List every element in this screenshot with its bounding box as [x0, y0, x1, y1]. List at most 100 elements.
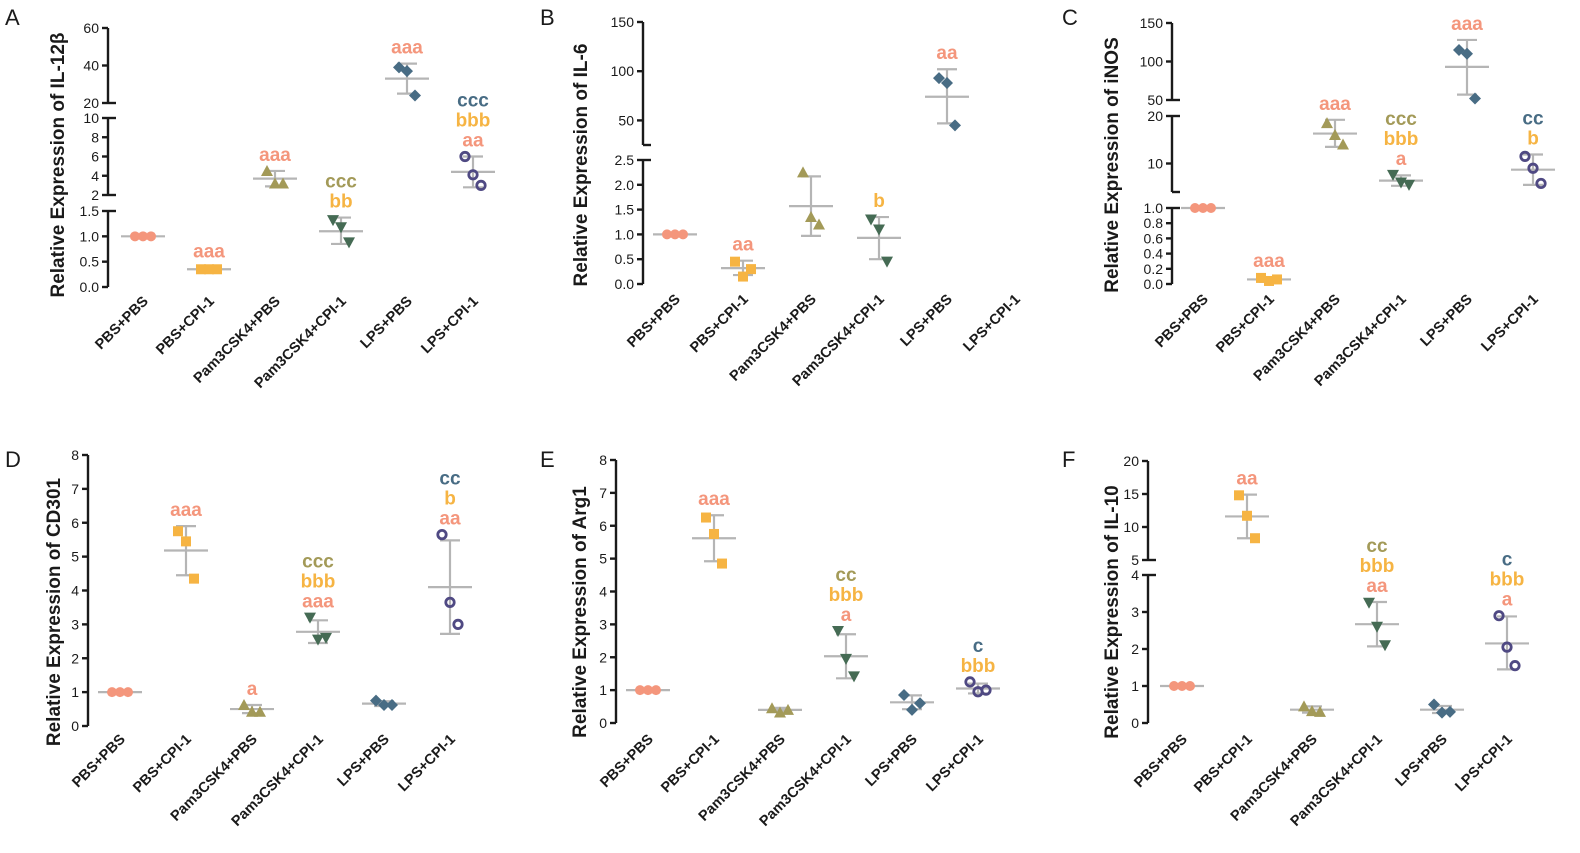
data-point [746, 264, 756, 275]
data-point [1371, 621, 1383, 633]
significance-label: a [1396, 149, 1407, 170]
data-point [1298, 700, 1310, 712]
series-pbs-pbs [121, 231, 165, 242]
data-point [964, 676, 976, 688]
panel-letter: B [540, 5, 555, 30]
y-tick-label: 0.5 [615, 251, 635, 267]
x-category-label: LPS+PBS [898, 291, 957, 350]
data-point [730, 256, 740, 267]
data-point [881, 256, 893, 268]
data-point [370, 694, 382, 707]
significance-label: cc [835, 565, 857, 586]
significance-label: aa [936, 43, 958, 64]
data-point [312, 634, 324, 646]
significance-label: bb [329, 192, 352, 213]
significance-label: c [973, 636, 984, 657]
data-point [475, 179, 487, 191]
series-pbs-pbs [1160, 681, 1204, 691]
significance-label: bbb [1490, 570, 1525, 591]
data-point [933, 72, 945, 85]
data-point [635, 685, 645, 696]
data-point [107, 687, 117, 698]
x-category-label: PBS+PBS [1131, 731, 1191, 791]
y-tick-label: 1.0 [1144, 200, 1164, 216]
data-point [115, 687, 125, 698]
x-category-label: LPS+CPI-1 [960, 292, 1023, 355]
x-category-label: LPS+PBS [358, 293, 417, 352]
data-point [146, 231, 156, 242]
y-tick-label: 50 [1147, 92, 1163, 108]
data-point [1428, 698, 1440, 711]
significance-label: aaa [1451, 14, 1483, 35]
data-point [980, 684, 992, 696]
significance-label: aaa [1319, 94, 1351, 115]
data-point [813, 218, 825, 230]
data-point [1444, 705, 1456, 718]
y-tick-label: 3 [71, 616, 79, 632]
data-point [1321, 117, 1333, 129]
y-tick-label: 0.8 [1144, 215, 1164, 231]
x-category-label: PBS+PBS [69, 731, 129, 791]
y-tick-label: 100 [1140, 54, 1164, 70]
series-pam3csk4-pbs [789, 166, 833, 237]
chart-panel-b: B Relative Expression of IL-6 0.0 0.5 1.0 1.5… [540, 5, 1024, 390]
significance-label: aaa [302, 592, 334, 613]
y-tick-label: 0.5 [80, 254, 100, 270]
data-point [123, 687, 133, 698]
y-tick-label: 3 [599, 616, 607, 632]
x-category-label: LPS+PBS [1418, 291, 1477, 350]
y-tick-label: 100 [611, 63, 635, 79]
data-point [1436, 706, 1448, 719]
y-tick-label: 2 [91, 187, 99, 203]
data-point [130, 231, 140, 242]
x-category-label: LPS+CPI-1 [1478, 292, 1541, 355]
data-point [1242, 510, 1252, 521]
data-point [848, 671, 860, 683]
significance-label: aaa [259, 145, 291, 166]
data-point [304, 612, 316, 624]
y-tick-label: 2 [1131, 641, 1139, 657]
x-category-label: PBS+PBS [1152, 291, 1212, 351]
series-pam3csk4-pbs: a [230, 679, 274, 717]
data-point [643, 685, 653, 696]
y-tick-label: 0.6 [1144, 230, 1164, 246]
x-category-label: PBS+CPI-1 [658, 732, 723, 797]
data-point [832, 625, 844, 637]
data-point [181, 536, 191, 547]
panel-letter: E [540, 447, 555, 472]
x-category-label: LPS+CPI-1 [418, 294, 481, 357]
data-point [1329, 129, 1341, 140]
data-point [327, 215, 339, 227]
panel-letter: A [5, 5, 20, 30]
y-tick-label: 0 [1131, 715, 1139, 731]
significance-label: cc [1522, 108, 1544, 129]
x-category-label: PBS+PBS [624, 291, 684, 351]
x-category-label: LPS+CPI-1 [1452, 732, 1515, 795]
significance-label: bbb [456, 111, 491, 132]
data-point [204, 264, 214, 275]
x-category-label: PBS+CPI-1 [130, 732, 195, 797]
y-tick-label: 5 [599, 551, 607, 567]
data-point [189, 573, 199, 584]
significance-label: aa [1236, 469, 1258, 490]
data-point [941, 77, 953, 90]
x-category-label: PBS+PBS [92, 293, 152, 353]
y-tick-label: 8 [71, 447, 79, 463]
data-point [378, 698, 390, 711]
data-point [173, 526, 183, 537]
series-lps-pbs: aaa [385, 38, 429, 102]
significance-label: aaa [698, 489, 730, 510]
data-point [906, 703, 918, 716]
significance-label: a [1502, 590, 1513, 611]
data-point [1264, 275, 1274, 286]
series-lps-pbs [362, 694, 406, 711]
significance-label: bbb [1360, 556, 1395, 577]
series-lps-pbs [890, 689, 934, 716]
data-point [701, 512, 711, 523]
data-point [467, 169, 479, 181]
data-point [797, 166, 809, 178]
